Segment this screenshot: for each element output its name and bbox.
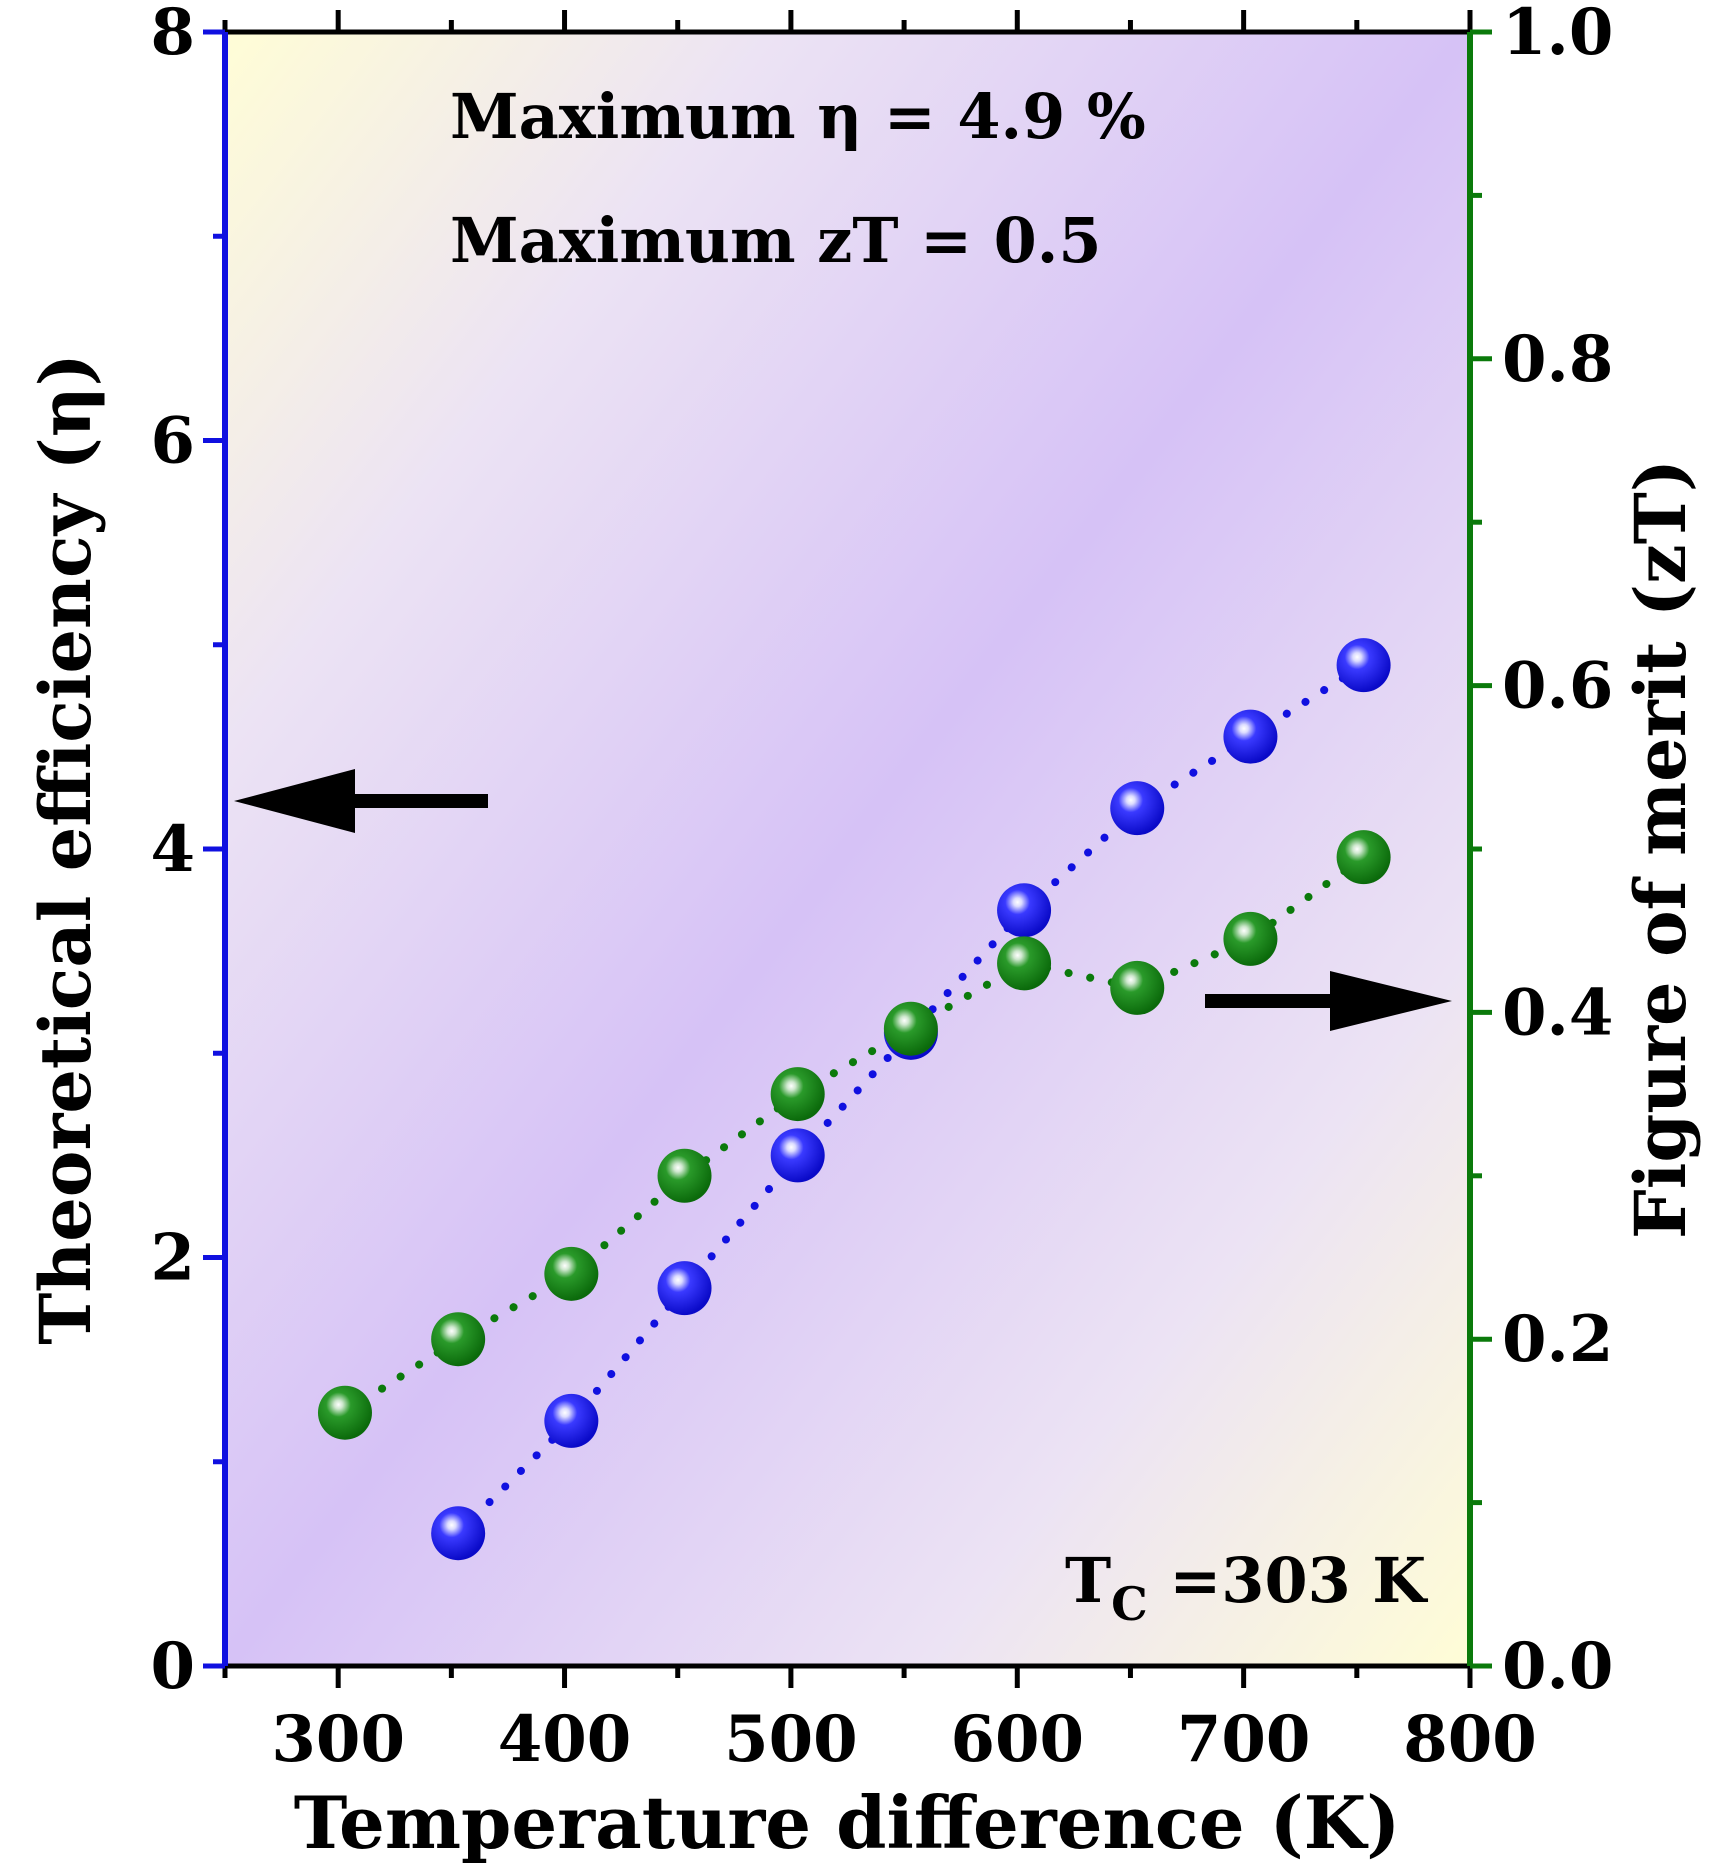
series-line-2 [340,853,1368,1417]
series-2-point [1336,830,1391,885]
x-tick-label: 400 [498,1702,632,1777]
left-axis-ticks: 0 2 4 6 8 [150,0,225,1704]
series-2-point [317,1385,372,1440]
x-axis-ticks: 300 400 500 600 700 800 [222,1666,1537,1777]
right-tick-label: 0.6 [1502,649,1613,724]
series-2-point [1110,960,1165,1015]
series-1-point [770,1128,825,1183]
series-2-point [544,1246,599,1301]
x-tick-label: 600 [950,1702,1084,1777]
x-tick-label: 700 [1177,1702,1311,1777]
x-axis-label: Temperature difference (K) [294,1780,1401,1865]
right-axis-label: Figure of merit (zT) [1619,459,1702,1239]
x-tick-label: 800 [1403,1702,1537,1777]
left-tick-label: 2 [150,1221,195,1296]
max-zt-annotation: Maximum zT = 0.5 [450,204,1102,277]
series-1-point [997,883,1052,938]
tc-subscript: C [1111,1577,1148,1631]
top-ticks [222,10,1473,32]
tc-annotation: TC =303 K [1065,1544,1428,1631]
left-tick-label: 8 [150,0,195,70]
series-2-point [770,1067,825,1122]
right-axis-ticks: 0.0 0.2 0.4 0.6 0.8 1.0 [1470,0,1613,1704]
tc-prefix: T [1065,1544,1111,1617]
right-tick-label: 0.2 [1502,1302,1613,1377]
series-1-point [544,1393,599,1448]
series-2-point [431,1312,486,1367]
left-tick-label: 4 [150,812,195,887]
series-points [317,638,1391,1561]
right-tick-label: 0.4 [1502,975,1613,1050]
right-tick-label: 0.8 [1502,322,1613,397]
left-axis-label: Theoretical efficiency (η) [24,353,107,1345]
x-tick-label: 300 [271,1702,405,1777]
left-tick-label: 0 [150,1629,195,1704]
left-tick-label: 6 [150,404,195,479]
plot-background [225,32,1470,1666]
series-2-point [657,1148,712,1203]
series-2-point [883,1001,938,1056]
x-tick-label: 500 [724,1702,858,1777]
series-1-point [431,1506,486,1561]
right-tick-label: 1.0 [1502,0,1613,70]
series-1-point [1223,709,1278,764]
series-2-point [1223,911,1278,966]
series-lines [340,661,1368,1538]
series-1-point [1110,781,1165,836]
series-1-point [657,1261,712,1316]
right-tick-label: 0.0 [1502,1629,1613,1704]
series-1-point [1336,638,1391,693]
right-arrow [1205,971,1452,1031]
tc-value: =303 K [1148,1544,1429,1617]
series-2-point [997,936,1052,991]
left-arrow [234,769,488,833]
max-eta-annotation: Maximum η = 4.9 % [450,80,1146,153]
series-line-1 [454,661,1368,1538]
